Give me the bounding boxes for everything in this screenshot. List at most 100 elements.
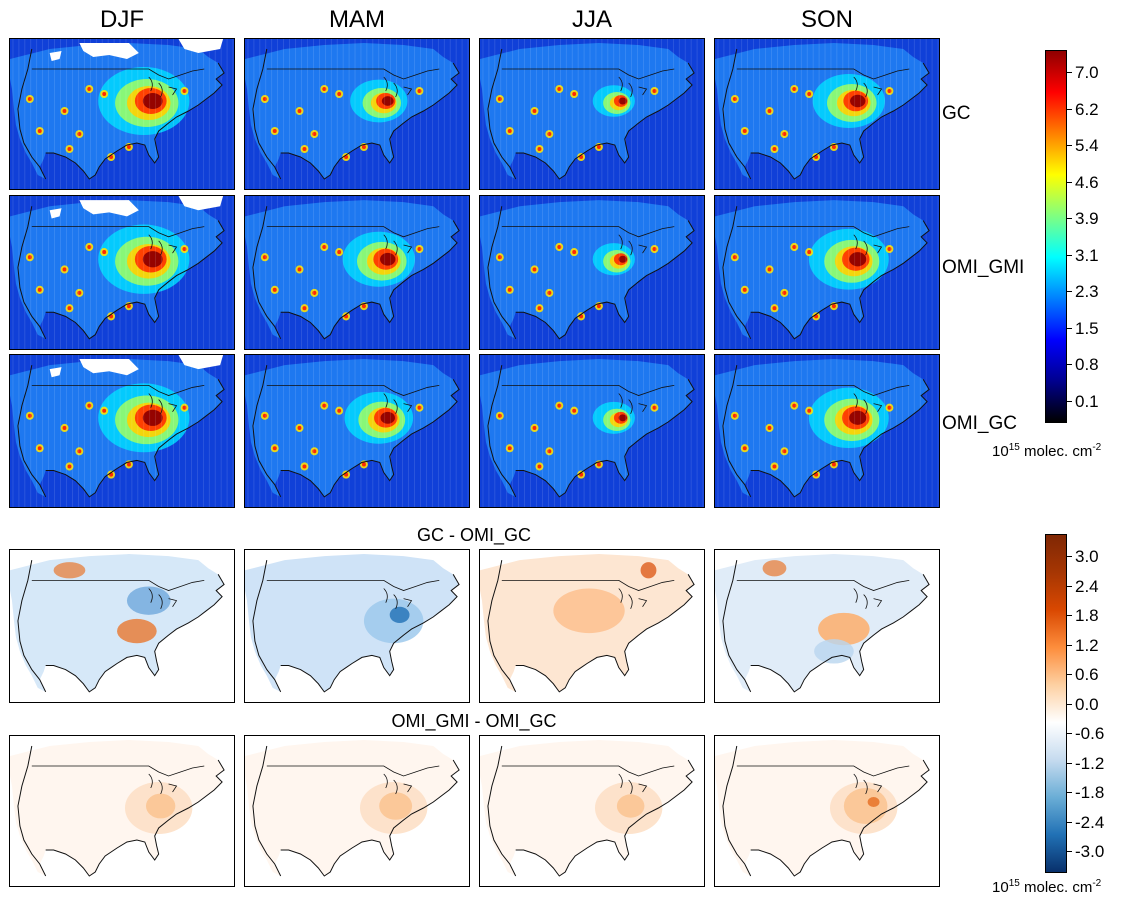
city-hotspot-core [272,287,277,292]
us-canada-border [501,68,675,80]
colorbar-column-density [1045,50,1067,423]
city-hotspot-core [37,287,42,292]
city-hotspot-core [532,267,537,272]
colorbar-top-units: 1015 molec. cm-2 [992,442,1101,460]
map-panel-omi-gc-jja [479,354,705,508]
city-hotspot-core [302,147,307,151]
season-header-mam: MAM [329,6,385,33]
us-canada-border [736,226,910,238]
us-canada-border [31,765,205,777]
units-base: 10 [992,443,1009,460]
us-canada-border [736,384,910,396]
map-svg [715,550,939,702]
map-svg [715,355,939,507]
city-hotspot-core [772,306,777,311]
colorbar-tick-mark [1067,327,1072,329]
great-lakes [148,588,178,609]
emission-field-max [142,409,163,426]
emission-field-max [618,255,627,263]
city-hotspot-core [361,462,366,467]
colorbar-tick-mark [1067,674,1072,675]
city-hotspot-core [77,290,82,295]
map-svg [245,355,469,507]
city-hotspot-core [322,244,327,250]
land-mass [10,554,225,692]
land-mass [245,740,460,876]
great-lakes [383,234,413,256]
colorbar-tick-label: 1.2 [1075,635,1099,655]
map-svg [715,736,939,886]
coastline [722,206,930,340]
great-lakes [148,234,178,256]
map-panel-gc-mam [244,38,470,190]
us-canada-border [501,579,675,591]
season-header-son: SON [800,6,853,33]
city-hotspot-core [772,147,777,151]
great-lakes [383,393,413,414]
city-hotspot-core [102,92,107,96]
great-lakes [148,76,178,98]
units-exp2: -2 [1092,442,1102,453]
map-panel-gc-son [714,38,940,190]
us-canada-border [501,384,675,396]
city-hotspot-core [262,97,267,101]
map-svg [715,39,939,189]
city-hotspot-core [547,449,552,454]
city-hotspot-core [887,89,892,93]
map-svg [715,196,939,349]
city-hotspot-core [557,403,562,408]
map-svg [480,550,704,702]
swath-stripes [247,355,469,507]
city-hotspot-core [361,145,366,149]
great-lakes [853,588,883,609]
city-hotspot-core [27,413,32,418]
us-canada-border [266,765,440,777]
swath-stripes [482,355,704,507]
emission-field-max [850,94,866,108]
city-hotspot-core [537,147,542,151]
city-hotspot-core [417,89,422,93]
us-canada-border [501,226,675,238]
no-data-region [79,43,139,59]
map-svg [480,355,704,507]
positive-bias [53,562,86,579]
us-canada-border [266,68,440,80]
colorbar-tick-label: 3.1 [1075,245,1099,265]
land-mass [10,740,225,876]
city-hotspot-core [782,449,787,454]
city-hotspot-core [67,147,72,151]
great-lakes [148,393,178,414]
coastline [487,745,695,877]
swath-stripes [12,355,234,507]
city-hotspot-core [887,405,892,410]
units-exp2: -2 [1092,878,1102,889]
map-panel-omi-gc-mam [244,354,470,508]
city-hotspot-core [792,87,797,91]
map-panel-gc-minus-omi-gc-son [714,549,940,703]
city-hotspot-core [87,244,92,250]
map-panel-gc-jja [479,38,705,190]
city-hotspot-core [767,267,772,272]
colorbar-tick-mark [1067,254,1072,256]
colorbar-tick-mark [1067,218,1072,220]
city-hotspot-core [507,446,512,451]
coastline [722,745,930,877]
colorbar-tick-label: 0.0 [1075,694,1099,714]
map-panel-omi-gmi-mam [244,195,470,350]
land-mass [480,359,695,497]
coastline [487,560,695,693]
units-exp: 15 [1008,442,1020,453]
positive-bias [616,794,645,818]
positive-bias [867,797,880,807]
map-panel-gmi-minus-gc-son [714,735,940,887]
city-hotspot-core [67,306,72,311]
map-svg [10,355,234,507]
colorbar-tick-label: 0.1 [1075,392,1099,411]
map-panel-omi-gmi-jja [479,195,705,350]
coastline [17,48,225,180]
colorbar-tick-label: 4.6 [1075,172,1099,192]
swath-stripes [482,39,704,189]
city-hotspot-core [831,304,836,309]
city-hotspot-core [87,87,92,91]
colorbar-tick-label: 1.8 [1075,606,1099,625]
